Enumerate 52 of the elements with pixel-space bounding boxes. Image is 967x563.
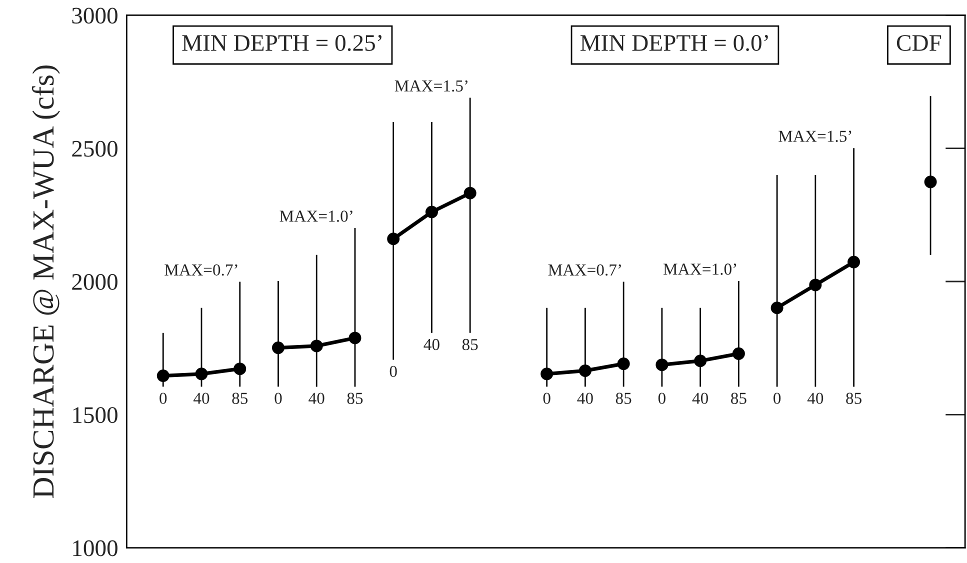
annotation: MAX=1.0’ xyxy=(663,264,736,275)
y-axis-title: DISCHARGE @ MAX-WUA (cfs) xyxy=(32,66,60,498)
annotation: MAX=1.5’ xyxy=(394,80,468,92)
y-tick-label: 2000 xyxy=(72,274,118,290)
annotation: CDF xyxy=(896,35,942,51)
point xyxy=(732,347,745,360)
x-tick-label: 0 xyxy=(543,392,550,404)
point xyxy=(848,256,860,268)
x-tick-label: 40 xyxy=(308,392,324,404)
point xyxy=(924,176,937,188)
annotation: MIN DEPTH = 0.25’ xyxy=(182,35,382,52)
point xyxy=(617,358,630,370)
annotation: MAX=1.0’ xyxy=(280,210,352,222)
y-tick-label: 1500 xyxy=(73,407,118,424)
point xyxy=(156,370,170,382)
point xyxy=(387,232,400,246)
x-tick-label: 0 xyxy=(390,366,397,378)
x-tick-label: 85 xyxy=(232,392,248,404)
point xyxy=(770,302,784,314)
point xyxy=(809,278,822,292)
x-tick-label: 0 xyxy=(274,392,282,404)
point xyxy=(348,332,362,344)
x-tick-label: 40 xyxy=(577,392,593,404)
x-tick-label: 40 xyxy=(692,392,708,404)
point xyxy=(425,206,438,218)
x-tick-label: 40 xyxy=(424,338,440,350)
x-tick-label: 40 xyxy=(807,392,824,404)
x-tick-label: 0 xyxy=(774,392,781,404)
point xyxy=(195,368,208,380)
point xyxy=(578,364,592,377)
x-tick-label: 85 xyxy=(846,392,862,404)
point xyxy=(464,186,476,200)
x-tick-label: 0 xyxy=(160,392,167,404)
y-tick-label: 1000 xyxy=(73,540,118,556)
x-tick-label: 85 xyxy=(730,392,746,404)
point xyxy=(234,362,246,376)
annotation: MIN DEPTH = 0.0’ xyxy=(580,35,768,52)
point xyxy=(272,342,284,354)
point xyxy=(694,354,707,368)
x-tick-label: 85 xyxy=(462,338,478,350)
x-tick-label: 0 xyxy=(658,392,666,404)
annotation: MAX=1.5’ xyxy=(778,130,852,142)
annotation: MAX=0.7’ xyxy=(548,264,621,276)
point xyxy=(656,358,668,372)
point xyxy=(540,368,554,380)
annotation: MAX=0.7’ xyxy=(164,264,238,276)
x-tick-label: 85 xyxy=(347,392,363,404)
y-tick-label: 3000 xyxy=(72,8,118,24)
point xyxy=(310,340,323,352)
x-tick-label: 85 xyxy=(616,392,632,404)
x-tick-label: 40 xyxy=(193,392,210,404)
y-tick-label: 2500 xyxy=(72,140,118,157)
